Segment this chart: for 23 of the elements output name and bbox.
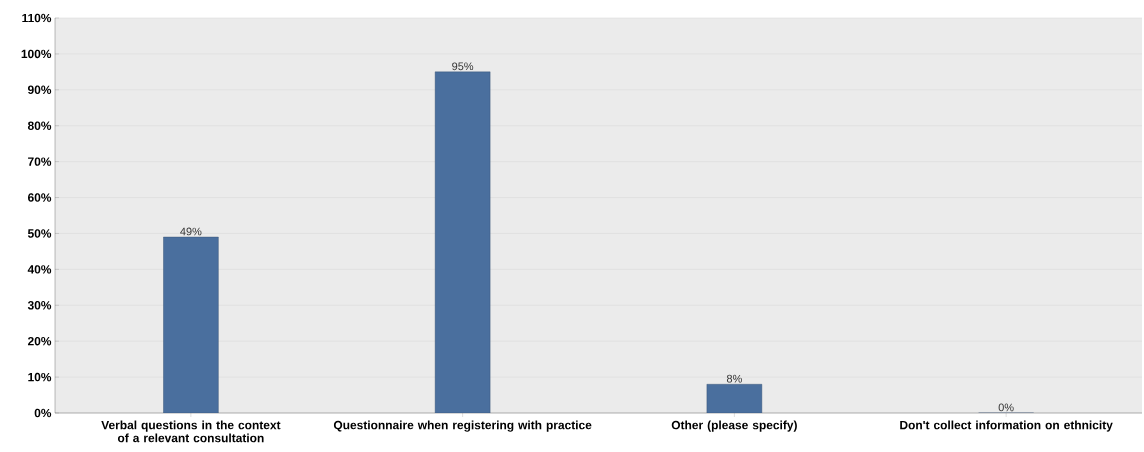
bar	[163, 236, 219, 413]
y-tick-label: 40%	[27, 265, 52, 274]
data-label: 49%	[180, 227, 202, 236]
data-label: 95%	[452, 62, 474, 71]
y-tick-label: 100%	[21, 49, 52, 59]
y-tick-label: 50%	[27, 229, 52, 238]
y-tick-label: 70%	[28, 157, 52, 166]
y-tick-label: 0%	[34, 408, 52, 418]
data-label: 8%	[726, 374, 742, 383]
y-tick-label: 30%	[27, 301, 52, 310]
y-tick-label: 90%	[27, 85, 52, 95]
bar	[706, 384, 763, 413]
x-tick-label: Other (please specify)	[671, 420, 797, 432]
x-tick-label: Verbal questions in the context of a relevant consultation	[101, 420, 281, 443]
y-tick-label: 80%	[27, 121, 52, 130]
y-tick-label: 20%	[27, 336, 52, 346]
data-label: 0%	[998, 403, 1014, 412]
x-tick-label: Questionnaire when registering with practice	[333, 420, 592, 432]
x-tick-label: Don't collect information on ethnicity	[900, 420, 1113, 432]
bar	[434, 71, 491, 413]
y-tick-label: 10%	[28, 372, 52, 382]
y-tick-label: 110%	[22, 13, 52, 23]
y-tick-label: 60%	[27, 193, 52, 202]
